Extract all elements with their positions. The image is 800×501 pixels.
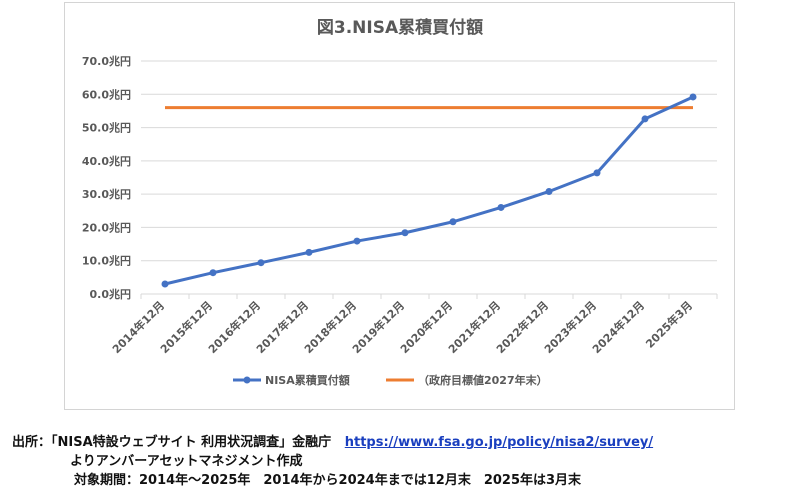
data-point	[497, 203, 505, 211]
legend-label-nisa: NISA累積買付額	[265, 373, 350, 387]
y-tick-label: 20.0兆円	[82, 220, 131, 234]
data-point	[401, 229, 409, 237]
data-point	[305, 248, 313, 256]
series-line-nisa	[164, 95, 694, 286]
data-point	[353, 237, 361, 245]
data-point	[449, 218, 457, 226]
legend-marker-nisa	[243, 376, 251, 384]
y-tick-label: 30.0兆円	[82, 187, 131, 201]
source-note: 出所：「NISA特設ウェブサイト 利用状況調査」金融庁 https://www.…	[12, 433, 792, 490]
y-tick-label: 10.0兆円	[82, 254, 131, 268]
source-line-3: 対象期間：2014年～2025年 2014年から2024年までは12月末 202…	[74, 473, 582, 488]
chart-title: 図3.NISA累積買付額	[317, 17, 483, 38]
y-tick-label: 40.0兆円	[82, 154, 131, 168]
y-tick-label: 0.0兆円	[90, 287, 132, 301]
data-point	[161, 280, 169, 288]
line-chart: 図3.NISA累積買付額 0.0兆円 10.0兆円 20.0兆円 30.0兆円 40.0兆…	[82, 17, 718, 387]
data-point	[209, 269, 217, 277]
y-tick-label: 60.0兆円	[82, 87, 131, 101]
legend-label-target: （政府目標値2027年末）	[418, 373, 548, 387]
x-tick-label: 2025年3月	[643, 298, 696, 351]
source-label: 出所：「NISA特設ウェブサイト 利用状況調査」金融庁	[12, 435, 332, 450]
y-tick-label: 50.0兆円	[82, 121, 131, 135]
data-point	[593, 169, 601, 177]
data-point	[545, 187, 553, 195]
source-link[interactable]: https://www.fsa.go.jp/policy/nisa2/surve…	[344, 435, 654, 450]
data-point	[641, 115, 649, 123]
data-point	[689, 93, 697, 101]
source-line-2: よりアンバーアセットマネジメント作成	[70, 454, 303, 469]
y-tick-label: 70.0兆円	[82, 54, 131, 68]
chart-frame: 図3.NISA累積買付額 0.0兆円 10.0兆円 20.0兆円 30.0兆円 40.0兆…	[64, 2, 735, 410]
data-point	[257, 259, 265, 267]
source-line-1: 出所：「NISA特設ウェブサイト 利用状況調査」金融庁 https://www.…	[12, 433, 792, 452]
